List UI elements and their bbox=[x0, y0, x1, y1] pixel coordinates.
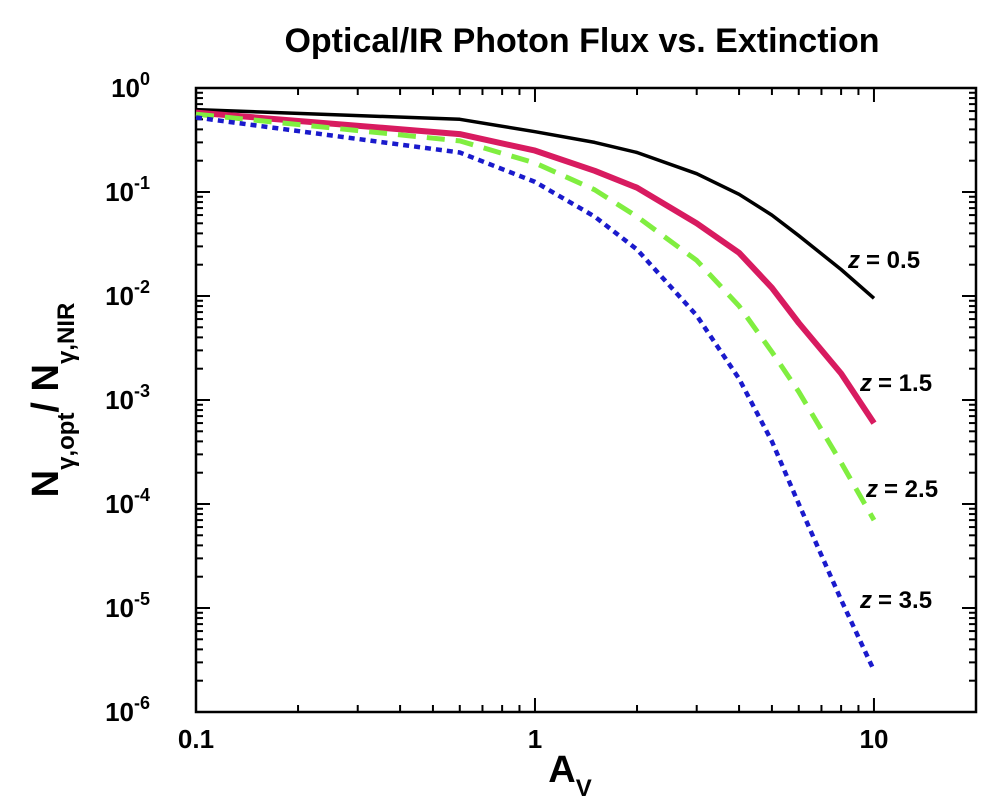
y-tick-base: 10 bbox=[105, 593, 134, 623]
series-label-symbol: z bbox=[847, 247, 860, 274]
y-tick-exponent: -5 bbox=[134, 589, 150, 609]
x-tick-label: 0.1 bbox=[178, 724, 214, 754]
y-tick-exponent: -4 bbox=[134, 485, 150, 505]
y-tick-label: 10-6 bbox=[105, 693, 150, 727]
y-tick-base: 10 bbox=[105, 489, 134, 519]
x-axis-label-sub: V bbox=[576, 775, 592, 802]
chart-title: Optical/IR Photon Flux vs. Extinction bbox=[284, 22, 879, 60]
y-tick-exponent: -3 bbox=[134, 381, 150, 401]
y-axis-label-sub1: γ,opt bbox=[53, 413, 80, 470]
y-tick-base: 10 bbox=[105, 177, 134, 207]
y-axis-label: Nγ,opt/ Nγ,NIR bbox=[25, 303, 80, 498]
y-tick-label: 10-2 bbox=[105, 277, 150, 311]
x-tick-label: 10 bbox=[859, 724, 888, 754]
y-tick-base: 10 bbox=[105, 281, 134, 311]
y-tick-label: 10-1 bbox=[105, 173, 150, 207]
major-ticks bbox=[195, 87, 976, 713]
series-label-symbol: z bbox=[859, 370, 872, 397]
series-label-symbol: z bbox=[865, 476, 878, 503]
series-line-z-2-5 bbox=[195, 111, 877, 522]
x-tick-labels: 0.1 1 10 bbox=[178, 724, 888, 754]
y-tick-label: 10-4 bbox=[105, 485, 150, 519]
series-label-value: = 3.5 bbox=[878, 587, 932, 614]
series-label-value: = 0.5 bbox=[866, 247, 920, 274]
y-tick-label: 10-5 bbox=[105, 589, 150, 623]
series-line-z-3-5 bbox=[195, 115, 877, 672]
series-label-z-2-5: z = 2.5 bbox=[865, 476, 938, 503]
y-tick-base: 10 bbox=[105, 385, 134, 415]
x-axis-label: AV bbox=[548, 749, 591, 802]
y-axis-label-part2: / N bbox=[25, 364, 67, 413]
series-labels: z = 0.5z = 1.5z = 2.5z = 3.5 bbox=[847, 247, 938, 614]
y-axis-label-part1: N bbox=[25, 470, 67, 497]
series-label-z-0-5: z = 0.5 bbox=[847, 247, 920, 274]
series-layer bbox=[195, 107, 877, 672]
y-tick-exponent: -6 bbox=[134, 693, 150, 713]
series-label-z-1-5: z = 1.5 bbox=[859, 370, 932, 397]
series-line-z-1-5 bbox=[195, 109, 877, 425]
series-line-z-0-5 bbox=[195, 107, 876, 300]
y-tick-exponent: 0 bbox=[140, 69, 150, 89]
x-axis-label-main: A bbox=[548, 749, 575, 791]
y-tick-base: 10 bbox=[105, 697, 134, 727]
series-label-symbol: z bbox=[859, 587, 872, 614]
y-tick-exponent: -1 bbox=[134, 173, 150, 193]
series-label-value: = 2.5 bbox=[884, 476, 938, 503]
x-tick-label: 1 bbox=[528, 724, 542, 754]
y-axis-label-sub2: γ,NIR bbox=[53, 303, 80, 364]
y-tick-exponent: -2 bbox=[134, 277, 150, 297]
y-tick-base: 10 bbox=[111, 73, 140, 103]
y-tick-label: 10-3 bbox=[105, 381, 150, 415]
minor-ticks bbox=[196, 88, 977, 712]
series-label-value: = 1.5 bbox=[878, 370, 932, 397]
y-tick-label: 100 bbox=[111, 69, 150, 103]
series-label-z-3-5: z = 3.5 bbox=[859, 587, 932, 614]
